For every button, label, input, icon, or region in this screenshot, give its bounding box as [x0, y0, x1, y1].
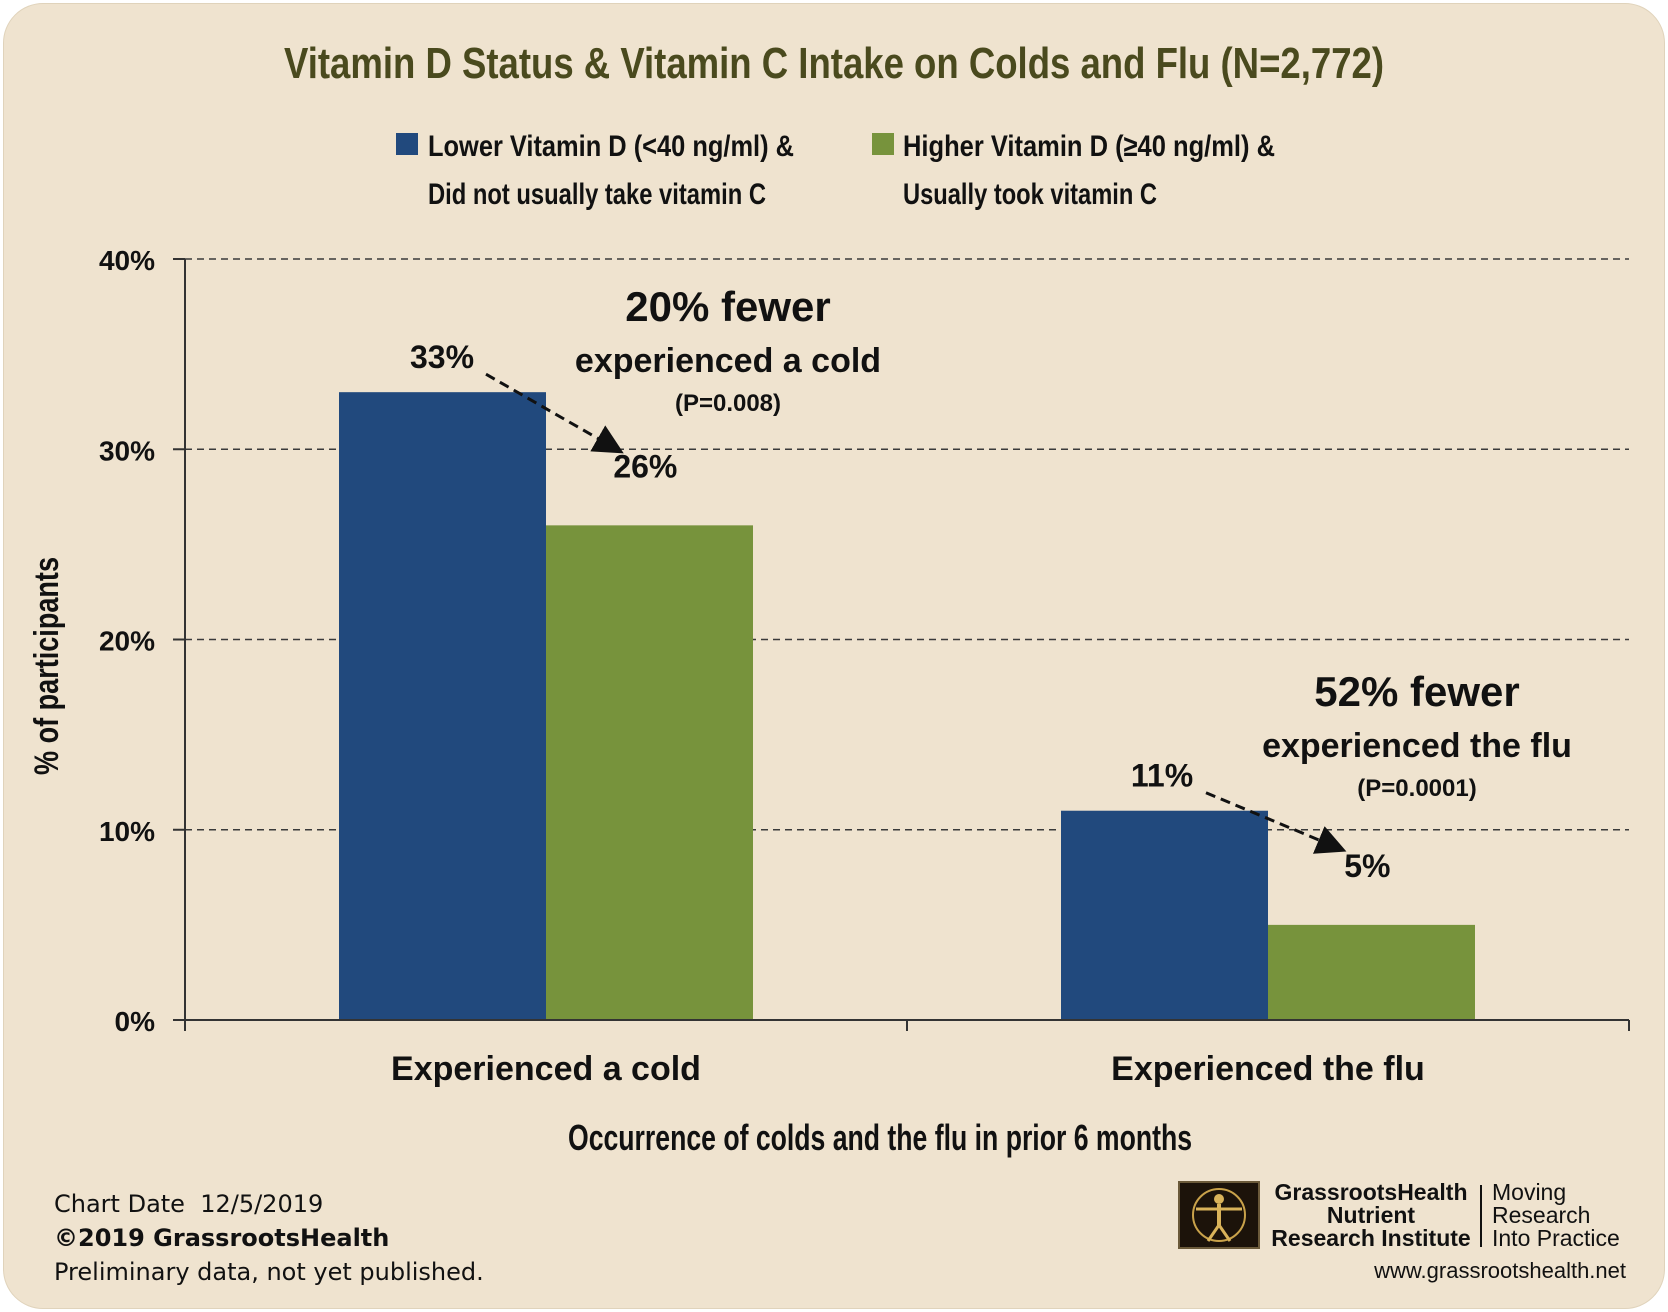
comparison-arrow [485, 372, 624, 454]
y-axis-title: % of participants [28, 557, 66, 775]
bar-high-0 [546, 525, 753, 1020]
annotation-headline: 20% fewer [625, 283, 830, 330]
chart-title: Vitamin D Status & Vitamin C Intake on C… [284, 39, 1384, 88]
brand-name: GrassrootsHealth Nutrient Research Insti… [1268, 1181, 1474, 1250]
annotation-detail: experienced the flu [1262, 727, 1572, 765]
chart-card [3, 3, 1665, 1309]
website-link[interactable]: www.grassrootshealth.net [1374, 1258, 1626, 1283]
x-axis-category-labels: Experienced a cold Experienced the flu [391, 1050, 1425, 1088]
brand-block: GrassrootsHealth Nutrient Research Insti… [1178, 1181, 1648, 1291]
bar-high-1 [1268, 924, 1475, 1020]
annotation-headline: 52% fewer [1314, 668, 1519, 715]
preliminary-note: Preliminary data, not yet published. [54, 1258, 484, 1286]
data-labels: 33% 26% 11% 5% [410, 339, 1391, 884]
y-tick-label: 40% [99, 245, 155, 276]
brand-tagline: Moving Research Into Practice [1492, 1181, 1652, 1250]
copyright: ©2019 GrassrootsHealth [54, 1224, 390, 1252]
brand-name-line: Research Institute [1271, 1225, 1471, 1251]
x-tick-label: Experienced the flu [1111, 1050, 1425, 1088]
data-label: 33% [410, 339, 474, 375]
bar-low-0 [339, 392, 546, 1020]
annotation-pvalue: (P=0.008) [675, 390, 781, 417]
y-tick-label: 0% [115, 1006, 156, 1037]
annotations: 20% fewer experienced a cold (P=0.008) 52% … [485, 283, 1572, 854]
y-axis-ticks: 0% 10% 20% 30% 40% [99, 245, 185, 1037]
brand-name-line: GrassrootsHealth [1274, 1179, 1468, 1205]
y-tick-label: 30% [99, 435, 155, 466]
footer-notes: Chart Date 12/5/2019 ©2019 GrassrootsHea… [54, 1187, 484, 1289]
data-label: 11% [1131, 758, 1193, 794]
legend-swatch-high [872, 133, 894, 155]
bars [339, 392, 1475, 1020]
legend-label-high-line2: Usually took vitamin C [903, 178, 1157, 211]
brand-divider [1480, 1185, 1482, 1247]
chart-date: Chart Date 12/5/2019 [54, 1190, 324, 1218]
legend-label-high-line1: Higher Vitamin D (≥40 ng/ml) & [903, 130, 1275, 163]
data-label: 26% [613, 448, 677, 484]
y-tick-label: 10% [99, 816, 155, 847]
legend: Lower Vitamin D (<40 ng/ml) & Did not us… [396, 130, 1275, 211]
tagline-line: Into Practice [1492, 1225, 1620, 1251]
x-tick-label: Experienced a cold [391, 1050, 701, 1088]
annotation-detail: experienced a cold [575, 342, 881, 380]
data-label: 5% [1344, 848, 1390, 884]
legend-label-low-line1: Lower Vitamin D (<40 ng/ml) & [428, 130, 794, 163]
y-tick-label: 20% [99, 626, 155, 657]
brand-name-line: Nutrient [1326, 1202, 1416, 1228]
legend-label-low-line2: Did not usually take vitamin C [428, 178, 766, 211]
axes [184, 259, 1630, 1031]
tagline-line: Moving [1492, 1179, 1567, 1205]
annotation-pvalue: (P=0.0001) [1357, 775, 1476, 802]
tagline-line: Research [1492, 1202, 1591, 1228]
comparison-arrow [1205, 791, 1347, 854]
legend-swatch-low [396, 133, 418, 155]
vitruvian-logo-icon [1178, 1181, 1260, 1249]
bar-low-1 [1061, 810, 1268, 1020]
x-axis-title: Occurrence of colds and the flu in prior… [568, 1117, 1192, 1158]
